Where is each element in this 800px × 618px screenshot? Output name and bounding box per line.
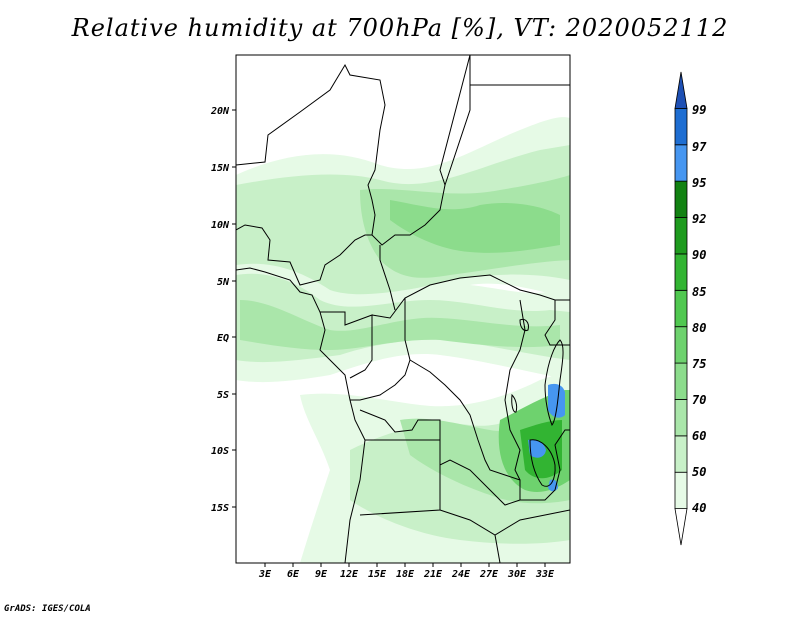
colorbar-label: 99 [692,103,706,117]
lon-ticks [264,563,546,567]
lat-labels: 20N 15N 10N 5N EQ 5S 10S 15S [210,106,230,514]
colorbar-swatch [674,289,688,328]
colorbar-swatch [674,71,688,109]
lon-label: 3E [258,569,272,580]
colorbar-label: 50 [692,465,706,479]
lon-label: 21E [423,569,443,580]
colorbar-label: 95 [692,176,706,190]
lon-label: 12E [340,569,359,580]
colorbar-swatch [674,399,688,437]
colorbar-swatch [674,362,688,400]
lon-label: 6E [287,569,300,580]
lat-label: 5N [217,277,230,288]
colorbar-swatch [674,217,688,255]
map-frame [235,54,571,564]
lat-label: EQ [217,333,229,344]
colorbar-label: 97 [692,140,707,154]
lon-labels: 3E 6E 9E 12E 15E 18E 21E 24E 27E 30E 33E [258,569,555,580]
colorbar-swatch [674,253,688,291]
lon-label: 33E [535,569,555,580]
lon-label: 9E [315,569,328,580]
colorbar-labels: 40 50 60 70 75 80 85 90 92 95 97 99 [692,103,707,515]
colorbar-label: 70 [692,393,706,407]
country-borders [236,55,570,563]
colorbar-label: 92 [692,212,706,226]
colorbar-swatch [674,326,688,364]
lat-label: 5S [217,390,229,401]
colorbar: 40 50 60 70 75 80 85 90 92 95 97 99 [674,71,707,546]
colorbar-swatch [674,107,688,146]
grads-credit: GrADS: IGES/COLA [4,604,91,614]
colorbar-swatch [674,180,688,218]
lon-label: 27E [479,569,499,580]
colorbar-swatch [674,144,688,182]
colorbar-label: 80 [692,321,706,335]
colorbar-label: 90 [692,248,706,262]
lat-label: 15S [211,503,229,514]
lon-label: 15E [368,569,387,580]
lat-label: 20N [210,106,230,117]
humidity-shading [236,117,570,563]
colorbar-label: 40 [692,501,706,515]
lat-label: 15N [211,163,230,174]
colorbar-swatches [674,71,688,546]
colorbar-swatch [674,508,688,546]
colorbar-swatch [674,435,688,473]
lon-label: 24E [451,569,471,580]
lakes [511,319,564,487]
colorbar-label: 75 [692,357,706,371]
map-title: Relative humidity at 700hPa [%], VT: 202… [71,14,729,42]
colorbar-swatch [674,471,688,510]
lat-label: 10S [211,446,229,457]
colorbar-label: 85 [692,285,706,299]
lon-label: 18E [396,569,415,580]
lat-ticks [232,109,236,508]
lon-label: 30E [507,569,527,580]
lat-label: 10N [211,220,230,231]
colorbar-label: 60 [692,429,706,443]
